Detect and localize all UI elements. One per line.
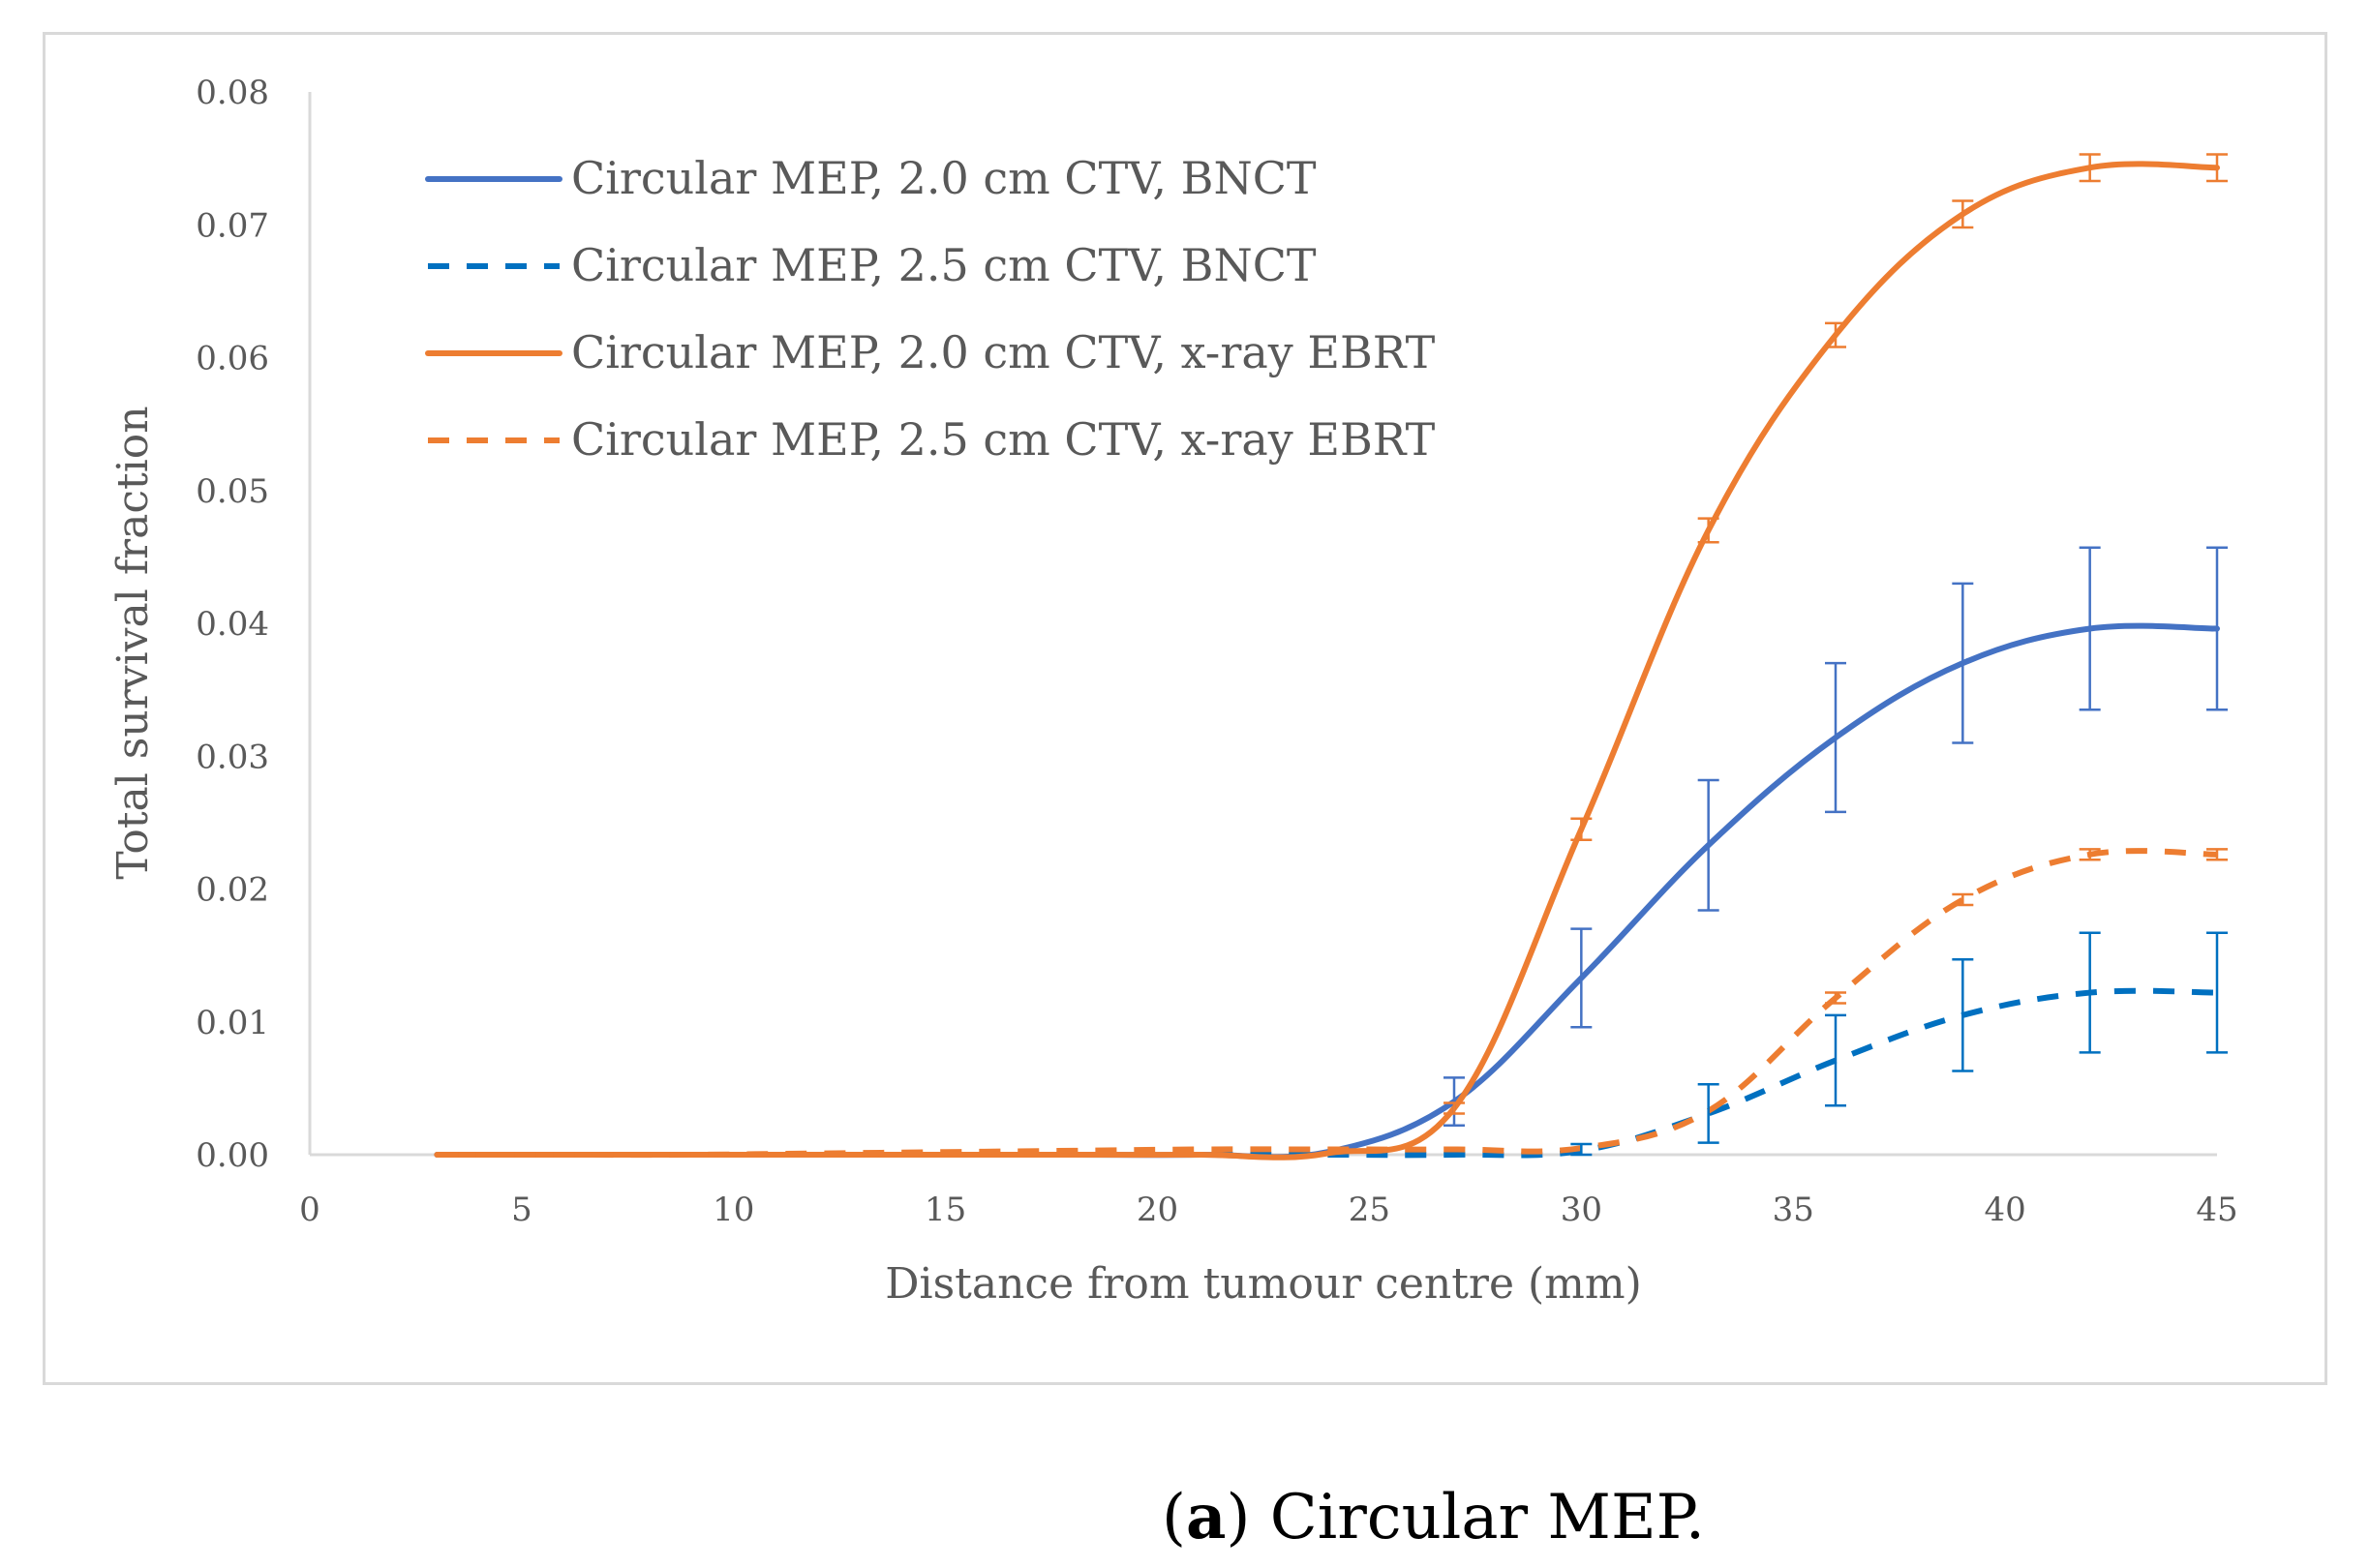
y-tick-label: 0.08: [196, 74, 269, 112]
y-tick-label: 0.02: [196, 871, 269, 910]
y-tick-label: 0.07: [196, 206, 269, 245]
error-bar: [1825, 661, 1846, 814]
error-bar: [1825, 991, 1846, 1005]
x-tick-label: 5: [511, 1191, 532, 1229]
series-lines: [434, 161, 2220, 1161]
error-bar: [1952, 892, 1974, 907]
error-bar: [2079, 848, 2101, 861]
error-bar: [1825, 1013, 1846, 1107]
series-line-1: [434, 622, 2220, 1161]
x-tick-label: 15: [925, 1191, 966, 1229]
x-tick-label: 20: [1137, 1191, 1178, 1229]
legend-entry: Circular MEP, 2.5 cm CTV, BNCT: [428, 239, 1317, 291]
y-tick-label: 0.06: [196, 340, 269, 378]
error-bar: [1952, 957, 1974, 1072]
error-bar: [1570, 1142, 1593, 1157]
legend-label: Circular MEP, 2.0 cm CTV, x-ray EBRT: [571, 326, 1436, 378]
figure-caption: (a) Circular MEP.: [0, 1481, 2370, 1558]
error-bar: [2206, 848, 2228, 861]
series-line-4: [437, 848, 2218, 1159]
error-bar: [2079, 546, 2101, 711]
error-bar: [2079, 153, 2101, 183]
error-bar: [1443, 1101, 1465, 1115]
error-bar: [2206, 546, 2228, 711]
y-tick-label: 0.05: [196, 472, 269, 511]
y-axis-title: Total survival fraction: [108, 406, 158, 879]
legend-label: Circular MEP, 2.5 cm CTV, BNCT: [571, 239, 1317, 291]
x-tick-labels: 0 5 10 15 20 25 30 35 40 45: [299, 1191, 2237, 1229]
legend: Circular MEP, 2.0 cm CTV, BNCT Circular M…: [425, 152, 1436, 466]
x-tick-label: 25: [1349, 1191, 1390, 1229]
legend-label: Circular MEP, 2.5 cm CTV, x-ray EBRT: [571, 413, 1436, 466]
y-tick-label: 0.00: [196, 1136, 269, 1175]
y-tick-label: 0.01: [196, 1004, 269, 1042]
legend-entry: Circular MEP, 2.0 cm CTV, x-ray EBRT: [425, 326, 1436, 378]
series-line-3: [434, 161, 2220, 1161]
series-line-2: [437, 987, 2218, 1159]
error-bar: [1697, 778, 1719, 912]
error-bars: [1443, 153, 2228, 1157]
error-bar: [1825, 321, 1846, 348]
y-tick-label: 0.03: [196, 738, 269, 776]
legend-label: Circular MEP, 2.0 cm CTV, BNCT: [571, 152, 1317, 204]
y-tick-labels: 0.00 0.01 0.02 0.03 0.04 0.05 0.06 0.07 0.08: [196, 74, 269, 1175]
error-bar: [1697, 517, 1719, 544]
y-tick-label: 0.04: [196, 605, 269, 644]
caption-label: a: [1185, 1481, 1227, 1553]
legend-entry: Circular MEP, 2.0 cm CTV, BNCT: [425, 152, 1317, 204]
error-bar: [2206, 931, 2228, 1054]
caption-open-paren: (: [1162, 1482, 1186, 1553]
error-bar: [1570, 817, 1593, 841]
caption-text: ) Circular MEP.: [1226, 1482, 1706, 1553]
x-tick-label: 0: [299, 1191, 320, 1229]
x-tick-label: 10: [713, 1191, 754, 1229]
x-axis-title: Distance from tumour centre (mm): [885, 1259, 1642, 1309]
error-bar: [1697, 1083, 1719, 1144]
error-bar: [1443, 1076, 1465, 1128]
x-tick-label: 40: [1984, 1191, 2025, 1229]
x-tick-label: 45: [2196, 1191, 2237, 1229]
error-bar: [2079, 931, 2101, 1054]
error-bar: [2206, 153, 2228, 183]
error-bar: [1952, 582, 1974, 744]
error-bar: [1952, 199, 1974, 229]
x-tick-label: 35: [1773, 1191, 1814, 1229]
chart-frame: [43, 32, 2327, 1385]
error-bar: [1570, 927, 1593, 1029]
legend-entry: Circular MEP, 2.5 cm CTV, x-ray EBRT: [428, 413, 1436, 466]
caption-line: (a) Circular MEP.: [1162, 1481, 1705, 1553]
x-tick-label: 30: [1561, 1191, 1602, 1229]
